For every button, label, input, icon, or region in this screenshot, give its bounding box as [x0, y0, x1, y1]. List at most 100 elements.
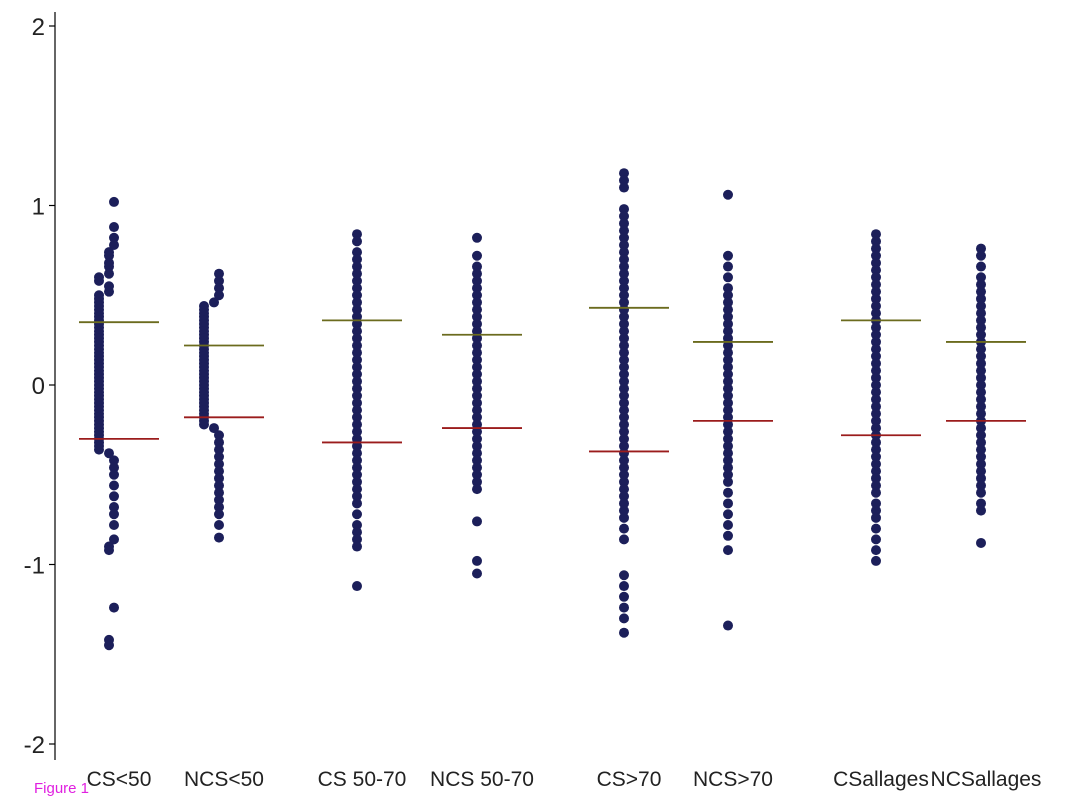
x-tick-label: NCS<50: [184, 768, 264, 791]
data-point: [214, 444, 224, 455]
data-point: [723, 509, 733, 520]
data-point: [976, 498, 986, 509]
data-point: [723, 426, 733, 437]
data-point: [214, 283, 224, 294]
data-point: [472, 397, 482, 408]
data-point: [352, 326, 362, 337]
data-point: [94, 444, 104, 455]
data-point: [871, 534, 881, 545]
data-point: [871, 505, 881, 516]
data-point: [871, 387, 881, 398]
x-tick-label: NCSallages: [931, 768, 1042, 791]
data-point: [871, 512, 881, 523]
data-point: [976, 250, 986, 261]
data-point: [352, 390, 362, 401]
data-point: [723, 545, 733, 556]
data-point: [871, 444, 881, 455]
data-point: [871, 308, 881, 319]
data-point: [472, 448, 482, 459]
data-point: [976, 322, 986, 333]
data-point: [352, 509, 362, 520]
data-point: [723, 304, 733, 315]
data-point: [619, 455, 629, 466]
data-point: [352, 347, 362, 358]
data-point: [871, 229, 881, 240]
data-point: [976, 423, 986, 434]
data-point: [619, 505, 629, 516]
data-point: [472, 568, 482, 579]
data-point: [214, 268, 224, 279]
data-point: [619, 570, 629, 581]
data-point: [104, 268, 114, 279]
data-point: [871, 415, 881, 426]
data-point: [976, 344, 986, 355]
figure-label: Figure 1: [34, 780, 90, 797]
data-point: [472, 476, 482, 487]
data-point: [472, 268, 482, 279]
data-point: [214, 532, 224, 543]
data-point: [871, 408, 881, 419]
data-point: [871, 329, 881, 340]
data-point: [214, 520, 224, 531]
data-point: [619, 218, 629, 229]
data-point: [976, 487, 986, 498]
data-point: [619, 627, 629, 638]
data-point: [472, 433, 482, 444]
data-point: [619, 318, 629, 329]
data-point: [723, 397, 733, 408]
data-point: [472, 250, 482, 261]
data-point: [352, 283, 362, 294]
data-point: [976, 380, 986, 390]
data-point: [214, 466, 224, 477]
data-point: [472, 484, 482, 495]
data-point: [871, 437, 881, 448]
data-point: [352, 534, 362, 545]
data-point: [619, 275, 629, 286]
reference-lines: [79, 306, 1026, 453]
data-point: [976, 537, 986, 548]
data-point: [472, 462, 482, 473]
data-point: [109, 455, 119, 466]
data-point: [94, 275, 104, 286]
data-point: [723, 455, 733, 466]
x-tick-label: CSallages: [833, 768, 929, 791]
data-point: [723, 405, 733, 416]
data-point: [976, 387, 986, 398]
data-point: [472, 376, 482, 387]
data-point: [109, 222, 119, 233]
data-point: [619, 426, 629, 437]
data-point: [871, 380, 881, 390]
data-point: [976, 293, 986, 304]
data-point: [619, 491, 629, 502]
data-point: [619, 247, 629, 258]
data-point: [871, 365, 881, 376]
data-point: [976, 243, 986, 254]
y-tick-label: 2: [32, 14, 45, 41]
data-point: [109, 239, 119, 250]
data-point: [352, 254, 362, 265]
data-point: [214, 458, 224, 469]
data-point: [976, 365, 986, 376]
data-point: [352, 498, 362, 509]
data-point: [619, 441, 629, 452]
data-point: [619, 232, 629, 243]
x-tick-label: CS>70: [597, 768, 662, 791]
data-point: [352, 419, 362, 430]
data-point: [619, 523, 629, 534]
data-point: [352, 581, 362, 592]
data-point: [619, 225, 629, 236]
data-point: [619, 239, 629, 250]
data-point: [109, 491, 119, 502]
data-point: [871, 480, 881, 491]
data-point: [214, 480, 224, 491]
data-point: [352, 484, 362, 495]
data-point: [619, 261, 629, 272]
data-point: [472, 297, 482, 308]
data-point: [619, 175, 629, 186]
data-point: [723, 290, 733, 301]
data-point: [352, 383, 362, 394]
data-point: [472, 354, 482, 365]
data-point: [109, 602, 119, 613]
data-point: [352, 520, 362, 531]
data-point: [619, 433, 629, 444]
